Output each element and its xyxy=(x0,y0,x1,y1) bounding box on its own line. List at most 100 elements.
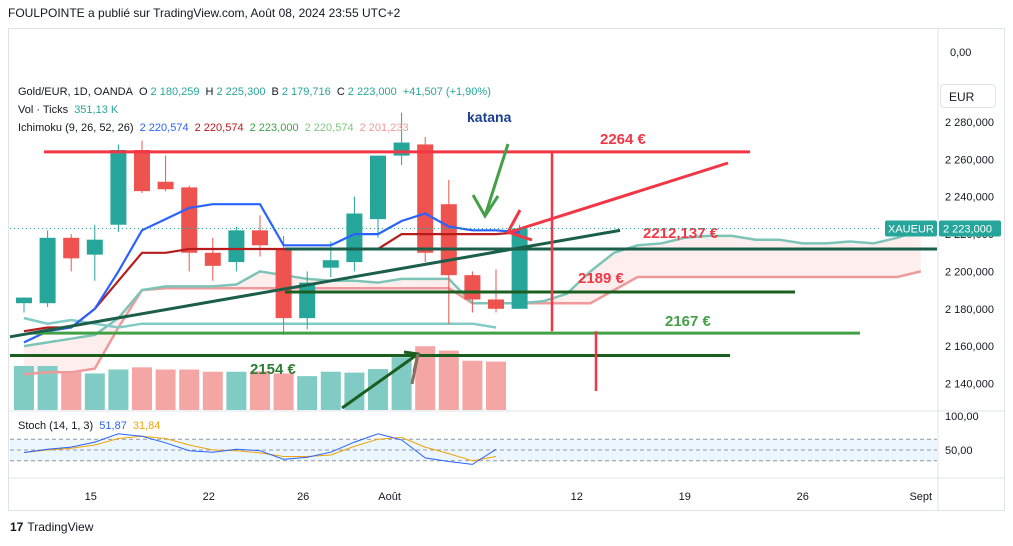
footer-brand: TradingView xyxy=(27,520,94,534)
volume-bar xyxy=(226,371,247,410)
legend-ichimoku-label: Ichimoku (9, 26, 52, 26) xyxy=(18,122,134,134)
level-2264-label: 2264 € xyxy=(600,131,647,148)
volume-bar xyxy=(368,369,388,410)
volume-bar xyxy=(415,346,436,410)
legend-lagging-value: 2 223,000 xyxy=(249,122,299,134)
volume-bar xyxy=(462,360,483,410)
level-2212-label: 2212,137 € xyxy=(643,225,719,242)
legend-change: +41,507 (+1,90%) xyxy=(402,86,491,98)
kijun-line xyxy=(23,231,520,333)
stoch-k-line xyxy=(23,433,497,465)
volume-bar xyxy=(250,371,270,410)
volume-bar xyxy=(438,350,459,410)
candle-body xyxy=(393,142,410,156)
x-tick-label: Sept xyxy=(909,491,932,503)
price-tag-symbol-bg xyxy=(885,220,937,237)
volume-bar xyxy=(486,361,506,410)
volume-bar xyxy=(132,367,152,410)
legend-ichimoku: Ichimoku (9, 26, 52, 26) 2 220,574 2 220… xyxy=(18,122,412,134)
volume-bar xyxy=(84,373,105,410)
candle-body xyxy=(511,228,528,309)
legend-b-label: B xyxy=(271,86,279,98)
legend-stoch: Stoch (14, 1, 3) 51,87 31,84 xyxy=(18,420,163,432)
volume-bar xyxy=(179,369,200,410)
legend-tenkan-value: 2 220,574 xyxy=(139,122,189,134)
stoch-tick-label: 100,00 xyxy=(945,411,979,423)
candle-body xyxy=(322,260,339,268)
y-tick-label: 2 160,000 xyxy=(945,341,994,353)
trend-line xyxy=(9,228,621,339)
legend-b-value: 2 179,716 xyxy=(281,86,331,98)
green-arrow-line xyxy=(483,143,510,217)
x-tick-label: 19 xyxy=(679,491,691,503)
price-tag-value-bg xyxy=(939,220,1001,237)
y-tick-label: 2 260,000 xyxy=(945,154,994,166)
candle-body xyxy=(299,282,316,319)
red-arrow-line xyxy=(509,161,729,234)
katana-label: katana xyxy=(467,109,512,125)
x-tick-label: 22 xyxy=(203,491,215,503)
legend-stoch-d: 31,84 xyxy=(132,420,161,432)
x-tick-label: Août xyxy=(378,491,401,503)
volume-bar xyxy=(155,369,176,410)
x-tick-label: 26 xyxy=(297,491,309,503)
volume-bar xyxy=(297,376,318,410)
candle-body xyxy=(228,230,245,263)
candle-body xyxy=(16,297,32,304)
currency-button[interactable]: EUR xyxy=(940,84,996,108)
x-tick-label: 15 xyxy=(85,491,97,503)
red-arrow-head xyxy=(505,209,533,242)
candle-body xyxy=(370,155,386,220)
chart-frame xyxy=(8,28,1005,511)
legend-vol-label: Vol · Ticks xyxy=(18,104,69,116)
legend-span-a-value: 2 220,574 xyxy=(304,122,354,134)
y-tick-label: 2 140,000 xyxy=(945,379,994,391)
price-tag-symbol: XAUEUR xyxy=(888,223,934,235)
volume-bar xyxy=(108,369,129,410)
candle-body xyxy=(134,150,150,192)
stoch-tick-label: 50,00 xyxy=(945,445,973,457)
green-arrow-head xyxy=(471,194,500,219)
candle-body xyxy=(39,237,56,304)
price-tag-value: 2 223,000 xyxy=(943,223,992,235)
legend-o-label: O xyxy=(138,86,148,98)
legend-h-value: 2 225,300 xyxy=(216,86,266,98)
legend-volume: Vol · Ticks 351,13 K xyxy=(18,104,121,116)
legend-c-value: 2 223,000 xyxy=(347,86,397,98)
candle-body xyxy=(86,239,103,255)
level-2154-label: 2154 € xyxy=(250,361,297,378)
volume-bar xyxy=(320,371,341,410)
candle-body xyxy=(63,237,80,259)
legend-stoch-k: 51,87 xyxy=(99,420,127,432)
legend-vol-value: 351,13 K xyxy=(74,104,119,116)
candle-body xyxy=(488,299,504,309)
candle-body xyxy=(181,187,198,253)
y-tick-label: 2 200,000 xyxy=(945,266,994,278)
brown-arrow-line xyxy=(410,353,420,385)
level-2189-label: 2189 € xyxy=(578,270,625,287)
level-2167-label: 2167 € xyxy=(665,313,712,330)
y-tick-label: 2 180,000 xyxy=(945,304,994,316)
volume-bar xyxy=(14,366,34,410)
green-arrow-up-line xyxy=(341,352,419,410)
candle-body xyxy=(464,275,481,300)
candle-body xyxy=(275,249,292,319)
x-tick-label: 26 xyxy=(797,491,809,503)
y-tick-label: 2 240,000 xyxy=(945,192,994,204)
publish-header: FOULPOINTE a publié sur TradingView.com,… xyxy=(8,6,401,20)
ichimoku-cloud xyxy=(24,230,921,375)
candle-body xyxy=(110,150,127,225)
footer: 17 TradingView xyxy=(10,520,93,534)
y-tick-top: 0,00 xyxy=(950,47,971,59)
legend-h-label: H xyxy=(205,86,214,98)
tradingview-logo-icon: 17 xyxy=(10,520,24,534)
volume-bar xyxy=(273,373,294,410)
legend-span-b-value: 2 201,233 xyxy=(359,122,409,134)
legend-stoch-label: Stoch (14, 1, 3) xyxy=(18,420,94,432)
tenkan-line xyxy=(23,203,520,344)
lagging-line xyxy=(23,316,497,329)
y-tick-label: 2 280,000 xyxy=(945,117,994,129)
legend-o-value: 2 180,259 xyxy=(150,86,200,98)
volume-bar xyxy=(344,372,365,410)
